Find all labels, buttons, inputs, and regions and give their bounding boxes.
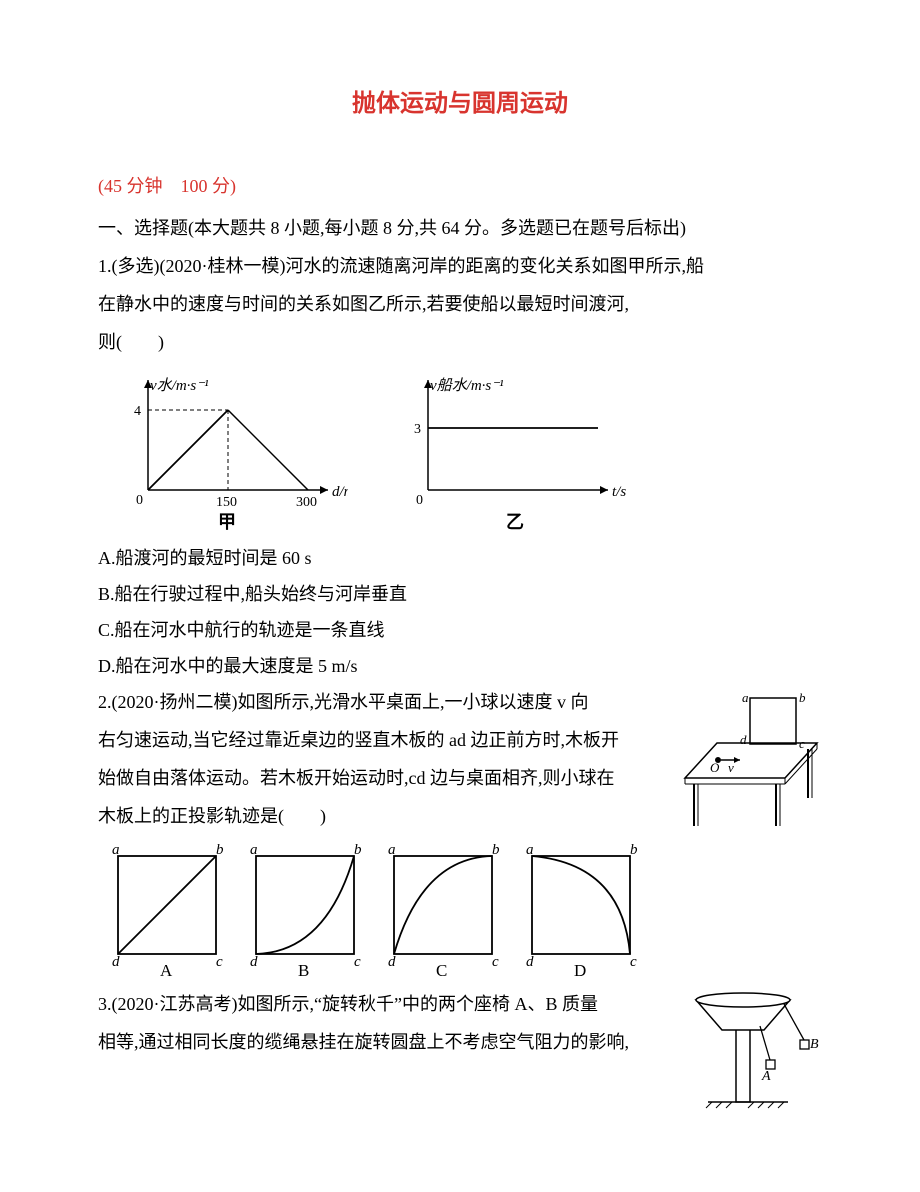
x-tick: 0 <box>136 493 143 508</box>
q1-stem-line: 则( ) <box>98 324 822 360</box>
velocity-label: v <box>728 760 734 775</box>
section-heading: 一、选择题(本大题共 8 小题,每小题 8 分,共 64 分。多选题已在题号后标… <box>98 210 822 246</box>
q1-option: C.船在河水中航行的轨迹是一条直线 <box>98 612 822 648</box>
svg-text:a: a <box>388 844 396 858</box>
x-axis-label: d/m <box>332 484 348 500</box>
option-label: C <box>436 961 447 976</box>
figure-table-board: a b c d O v <box>680 688 822 830</box>
option-label: A <box>160 961 173 976</box>
q1-option: A.船渡河的最短时间是 60 s <box>98 540 822 576</box>
figure-caption: 甲 <box>218 512 236 530</box>
q2-option-figure: a b c d B <box>246 844 364 976</box>
q2-options: a b c d A a b c d B a b c d C a b c d D <box>108 844 822 976</box>
figure-caption: 乙 <box>506 512 524 530</box>
option-label: B <box>298 961 309 976</box>
q1-stem-line: 1.(多选)(2020·桂林一模)河水的流速随离河岸的距离的变化关系如图甲所示,… <box>98 248 822 284</box>
point-label: O <box>710 760 720 775</box>
x-tick: 300 <box>296 495 317 510</box>
q1-options: A.船渡河的最短时间是 60 s B.船在行驶过程中,船头始终与河岸垂直 C.船… <box>98 540 822 684</box>
figure-jia: v水/m·s⁻¹ 4 0 150 300 d/m 甲 <box>108 370 348 530</box>
svg-text:b: b <box>354 844 362 858</box>
q2-option-figure: a b c d D <box>522 844 640 976</box>
svg-text:d: d <box>112 954 120 970</box>
svg-text:a: a <box>112 844 120 858</box>
svg-text:d: d <box>250 954 258 970</box>
svg-text:a: a <box>250 844 258 858</box>
corner-label: d <box>740 732 747 747</box>
svg-text:c: c <box>492 954 499 970</box>
q1-option: B.船在行驶过程中,船头始终与河岸垂直 <box>98 576 822 612</box>
option-label: D <box>574 961 586 976</box>
y-tick: 4 <box>134 404 141 419</box>
svg-text:d: d <box>388 954 396 970</box>
svg-text:b: b <box>492 844 500 858</box>
corner-label: b <box>799 690 806 705</box>
y-axis-label: v水/m·s⁻¹ <box>150 377 209 394</box>
corner-label: c <box>799 736 805 751</box>
svg-text:d: d <box>526 954 534 970</box>
q1-stem-line: 在静水中的速度与时间的关系如图乙所示,若要使船以最短时间渡河, <box>98 286 822 322</box>
x-tick: 0 <box>416 493 423 508</box>
svg-text:b: b <box>630 844 638 858</box>
x-tick: 150 <box>216 495 237 510</box>
corner-label: a <box>742 690 749 705</box>
q2-option-figure: a b c d C <box>384 844 502 976</box>
figure-yi: v船水/m·s⁻¹ 3 0 t/s 乙 <box>388 370 628 530</box>
y-tick: 3 <box>414 422 421 437</box>
svg-text:c: c <box>216 954 223 970</box>
q1-option: D.船在河水中的最大速度是 5 m/s <box>98 648 822 684</box>
seat-label: B <box>810 1037 819 1052</box>
y-axis-label: v船水/m·s⁻¹ <box>430 377 504 394</box>
figure-rotating-swing: A B <box>678 990 822 1110</box>
q1-figures: v水/m·s⁻¹ 4 0 150 300 d/m 甲 v船水/m·s⁻¹ 3 0… <box>108 370 822 530</box>
seat-label: A <box>761 1069 771 1084</box>
q2-option-figure: a b c d A <box>108 844 226 976</box>
svg-text:c: c <box>354 954 361 970</box>
x-axis-label: t/s <box>612 484 626 500</box>
svg-text:b: b <box>216 844 224 858</box>
svg-text:c: c <box>630 954 637 970</box>
page-title: 抛体运动与圆周运动 <box>98 80 822 128</box>
svg-text:a: a <box>526 844 534 858</box>
time-score: (45 分钟 100 分) <box>98 168 822 204</box>
